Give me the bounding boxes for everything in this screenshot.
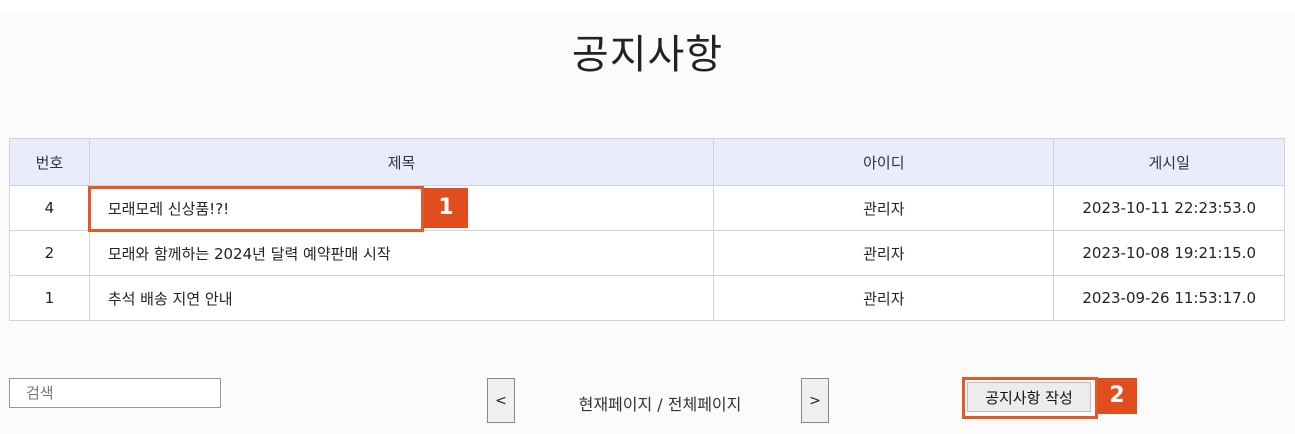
row-author: 관리자	[713, 230, 1055, 276]
page-title: 공지사항	[571, 32, 724, 78]
row-date: 2023-09-26 11:53:17.0	[1053, 275, 1285, 321]
row-author: 관리자	[713, 275, 1055, 321]
row-subject-cell: 모래모레 신상품!?!	[88, 185, 715, 231]
table-row[interactable]: 4 모래모레 신상품!?! 관리자 2023-10-11 22:23:53.0	[9, 185, 1285, 231]
write-notice-button[interactable]: 공지사항 작성	[967, 382, 1091, 412]
row-number: 4	[9, 185, 90, 231]
next-page-button[interactable]: >	[801, 378, 829, 423]
table-row[interactable]: 1 추석 배송 지연 안내 관리자 2023-09-26 11:53:17.0	[9, 275, 1285, 321]
row-date: 2023-10-08 19:21:15.0	[1053, 230, 1285, 276]
row-subject-link[interactable]: 모래모레 신상품!?!	[107, 199, 230, 218]
search-input[interactable]	[9, 378, 221, 408]
header-subject: 제목	[88, 138, 715, 186]
table-header-row: 번호 제목 아이디 게시일	[9, 138, 1285, 186]
row-subject-cell: 모래와 함께하는 2024년 달력 예약판매 시작	[88, 230, 715, 276]
header-date: 게시일	[1053, 138, 1285, 186]
prev-page-button[interactable]: <	[487, 378, 515, 423]
notice-board-page: 공지사항 번호 제목 아이디 게시일 4 모래모레 신상품!?! 관리자 202…	[0, 14, 1295, 434]
row-subject-link[interactable]: 모래와 함께하는 2024년 달력 예약판매 시작	[107, 244, 391, 263]
row-subject-cell: 추석 배송 지연 안내	[88, 275, 715, 321]
header-author: 아이디	[713, 138, 1055, 186]
row-number: 1	[9, 275, 90, 321]
annotation-badge-1: 1	[424, 188, 468, 228]
table-row[interactable]: 2 모래와 함께하는 2024년 달력 예약판매 시작 관리자 2023-10-…	[9, 230, 1285, 276]
row-author: 관리자	[713, 185, 1055, 231]
page-indicator: 현재페이지 / 전체페이지	[578, 395, 742, 414]
header-number: 번호	[9, 138, 90, 186]
row-number: 2	[9, 230, 90, 276]
annotation-badge-2: 2	[1097, 378, 1137, 414]
row-subject-link[interactable]: 추석 배송 지연 안내	[107, 289, 233, 308]
notice-table: 번호 제목 아이디 게시일 4 모래모레 신상품!?! 관리자 2023-10-…	[9, 138, 1285, 321]
row-date: 2023-10-11 22:23:53.0	[1053, 185, 1285, 231]
